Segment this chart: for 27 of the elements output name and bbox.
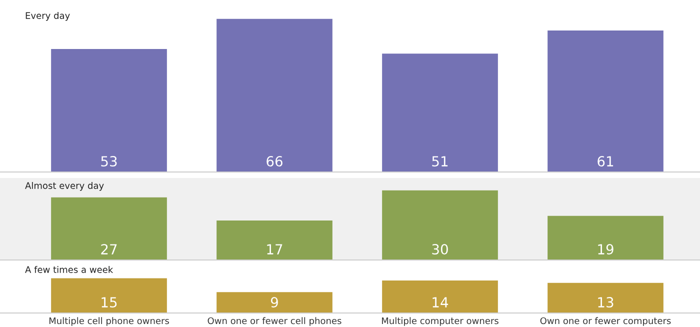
data-label: 13 (598, 297, 614, 308)
data-label: 61 (598, 156, 614, 167)
data-label: 27 (101, 244, 117, 254)
data-label: 15 (102, 297, 117, 308)
bar (51, 197, 167, 260)
data-label: 9 (270, 297, 278, 308)
chart-title: Almost every day (25, 182, 104, 191)
bar (382, 190, 498, 260)
bar (382, 280, 498, 313)
x-tick-label: Own one or fewer cell phones (208, 317, 342, 326)
bar (216, 292, 332, 313)
data-label: 66 (266, 156, 282, 167)
bar (216, 220, 332, 260)
x-tick-label: Own one or fewer computers (540, 317, 671, 326)
x-tick-label: Multiple cell phone owners (49, 317, 169, 326)
chart-title: Every day (26, 12, 70, 21)
bar (51, 278, 167, 313)
chart-title: A few times a week (25, 266, 114, 273)
data-label: 30 (432, 244, 448, 255)
data-label: 17 (267, 244, 282, 254)
bar (548, 282, 664, 313)
data-label: 53 (101, 156, 117, 167)
data-label: 14 (432, 297, 448, 308)
bar (548, 216, 664, 260)
data-label: 19 (598, 244, 614, 255)
x-tick-label: Multiple computer owners (382, 317, 498, 326)
data-label: 51 (432, 156, 448, 167)
